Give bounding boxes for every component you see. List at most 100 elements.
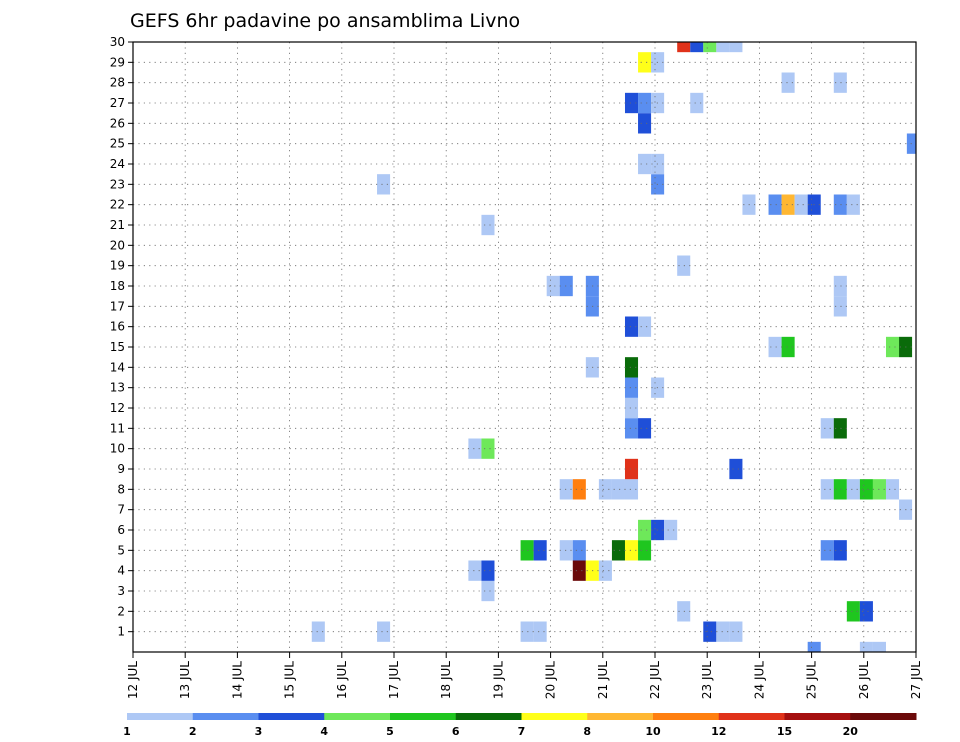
precip-cell bbox=[533, 621, 547, 642]
x-tick-label: 16 JUL bbox=[335, 661, 349, 699]
precip-cell bbox=[598, 479, 612, 500]
precip-cell bbox=[872, 479, 886, 500]
precip-cell bbox=[638, 113, 652, 134]
precip-cell bbox=[611, 479, 625, 500]
legend-label: 4 bbox=[320, 725, 328, 738]
precip-cell bbox=[311, 621, 325, 642]
precip-cell bbox=[833, 72, 847, 93]
legend-swatch bbox=[127, 713, 194, 720]
y-tick-label: 23 bbox=[110, 177, 125, 191]
legend-swatch bbox=[455, 713, 522, 720]
x-tick-label: 27 JUL bbox=[909, 661, 923, 699]
legend-swatch bbox=[784, 713, 851, 720]
precip-cell bbox=[572, 540, 586, 561]
color-legend: 1 2 3 4 5 6 7 8 10 12 15 20 bbox=[123, 713, 917, 738]
precip-cell bbox=[481, 560, 495, 581]
precip-cell bbox=[624, 377, 639, 398]
y-tick-label: 25 bbox=[110, 137, 125, 151]
legend-swatch bbox=[587, 713, 654, 720]
precip-cell bbox=[481, 214, 495, 236]
precip-cell bbox=[624, 316, 639, 337]
legend-label: 7 bbox=[518, 725, 526, 738]
precip-cell bbox=[768, 336, 782, 358]
precip-cell bbox=[559, 540, 573, 561]
legend-label: 3 bbox=[255, 725, 263, 738]
precip-cell bbox=[716, 42, 730, 53]
precip-cell bbox=[820, 479, 834, 500]
precip-cell bbox=[833, 194, 847, 215]
precip-cell bbox=[729, 621, 743, 642]
y-tick-label: 22 bbox=[110, 198, 125, 212]
y-tick-label: 16 bbox=[110, 320, 125, 334]
x-tick-label: 23 JUL bbox=[700, 661, 714, 699]
precip-cell bbox=[716, 621, 730, 642]
precip-cell bbox=[559, 275, 573, 297]
y-tick-label: 5 bbox=[117, 543, 125, 557]
x-axis-ticks: 12 JUL 13 JUL 14 JUL 15 JUL 16 JUL 17 JUL 18 J… bbox=[126, 652, 923, 699]
precip-cell bbox=[859, 601, 873, 622]
y-tick-label: 30 bbox=[110, 35, 125, 49]
legend-swatch bbox=[324, 713, 391, 720]
precip-cell bbox=[638, 92, 652, 114]
precip-cell bbox=[533, 540, 547, 561]
y-tick-label: 11 bbox=[110, 421, 125, 435]
precip-cell bbox=[807, 641, 821, 652]
x-tick-label: 21 JUL bbox=[596, 661, 610, 699]
legend-label: 6 bbox=[452, 725, 460, 738]
precip-cell bbox=[638, 52, 652, 73]
precip-cell bbox=[638, 418, 652, 439]
precip-cell bbox=[703, 621, 717, 642]
y-tick-label: 17 bbox=[110, 299, 125, 313]
precip-cell bbox=[624, 357, 639, 378]
y-tick-label: 15 bbox=[110, 340, 125, 354]
precip-cell bbox=[624, 397, 639, 419]
y-tick-label: 4 bbox=[117, 564, 125, 578]
precip-cell bbox=[729, 458, 743, 480]
precip-cell bbox=[638, 316, 652, 337]
precip-cell bbox=[377, 174, 391, 195]
y-tick-label: 29 bbox=[110, 55, 125, 69]
x-tick-label: 12 JUL bbox=[126, 661, 140, 699]
precip-cell bbox=[885, 479, 900, 500]
y-tick-label: 12 bbox=[110, 401, 125, 415]
y-tick-label: 14 bbox=[110, 360, 125, 374]
precip-cell bbox=[729, 42, 743, 53]
precip-cell bbox=[833, 275, 847, 297]
precip-cell bbox=[624, 458, 639, 480]
precip-cell bbox=[690, 42, 704, 53]
x-tick-label: 26 JUL bbox=[857, 661, 871, 699]
precip-cell bbox=[520, 621, 534, 642]
legend-swatch bbox=[521, 713, 588, 720]
legend-label: 2 bbox=[189, 725, 197, 738]
y-tick-label: 18 bbox=[110, 279, 125, 293]
y-tick-label: 27 bbox=[110, 96, 125, 110]
precip-cell bbox=[677, 601, 691, 622]
precip-cell bbox=[846, 479, 860, 500]
x-tick-label: 18 JUL bbox=[439, 661, 453, 699]
legend-label: 20 bbox=[843, 725, 859, 738]
precip-cell bbox=[559, 479, 573, 500]
precip-cell bbox=[833, 540, 847, 561]
precip-cell bbox=[624, 540, 639, 561]
y-tick-label: 26 bbox=[110, 116, 125, 130]
precip-cell bbox=[638, 153, 652, 175]
precip-cell bbox=[638, 540, 652, 561]
x-tick-label: 15 JUL bbox=[283, 661, 297, 699]
legend-label: 1 bbox=[123, 725, 131, 738]
precip-cell bbox=[872, 641, 886, 652]
x-tick-label: 25 JUL bbox=[805, 661, 819, 699]
legend-swatch bbox=[390, 713, 457, 720]
precip-cell bbox=[572, 560, 586, 581]
y-tick-label: 6 bbox=[117, 523, 125, 537]
precip-cell bbox=[677, 255, 691, 276]
precip-cell bbox=[820, 418, 834, 439]
precip-cell bbox=[677, 42, 691, 53]
precip-cell bbox=[885, 336, 900, 358]
precip-cell bbox=[481, 438, 495, 459]
precip-cell bbox=[859, 479, 873, 500]
x-tick-label: 19 JUL bbox=[491, 661, 505, 699]
legend-label: 12 bbox=[711, 725, 726, 738]
x-tick-label: 14 JUL bbox=[230, 661, 244, 699]
y-tick-label: 28 bbox=[110, 76, 125, 90]
